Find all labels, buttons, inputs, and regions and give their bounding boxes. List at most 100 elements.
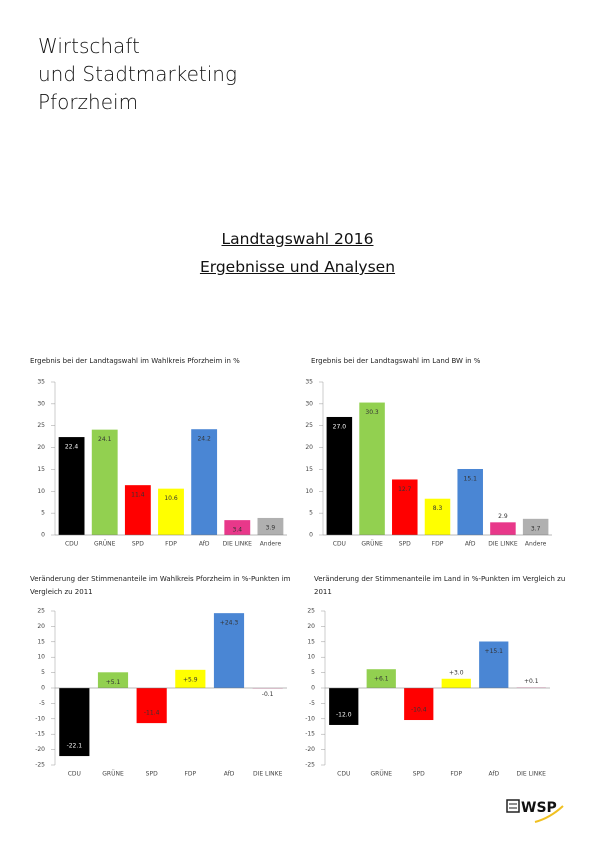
- y-tick-label: -5: [39, 700, 45, 707]
- y-tick-label: 15: [307, 638, 315, 645]
- bar: [91, 429, 118, 535]
- y-tick-label: 25: [307, 608, 315, 615]
- y-tick-label: 15: [37, 638, 45, 645]
- x-tick-label: Andere: [260, 541, 282, 548]
- value-label: -0.1: [262, 691, 274, 698]
- x-tick-label: AfD: [465, 541, 476, 548]
- header-line: Pforzheim: [38, 90, 139, 114]
- bar: [136, 688, 167, 724]
- value-label: +5.9: [183, 676, 198, 683]
- y-tick-label: 25: [37, 422, 45, 429]
- y-tick-label: 10: [305, 488, 313, 495]
- bar: [490, 522, 516, 535]
- y-tick-label: 30: [37, 400, 45, 407]
- value-label: 2.9: [498, 513, 508, 520]
- chart-title: Veränderung der Stimmenanteile im Land i…: [314, 575, 566, 596]
- bar: [441, 678, 471, 688]
- value-label: 12.7: [398, 486, 412, 493]
- y-tick-label: 15: [37, 466, 45, 473]
- value-label: 24.2: [197, 436, 211, 443]
- bar: [224, 520, 251, 535]
- y-tick-label: -10: [305, 715, 315, 722]
- value-label: +0.1: [524, 678, 539, 685]
- y-tick-label: 5: [309, 510, 313, 517]
- x-tick-label: GRÜNE: [102, 771, 124, 778]
- y-tick-label: -5: [309, 700, 315, 707]
- x-tick-label: GRÜNE: [361, 541, 383, 548]
- bar: [329, 688, 359, 725]
- x-tick-label: FDP: [450, 771, 462, 778]
- logo: WSP: [506, 799, 564, 823]
- chart: -25 -20 -15 -10 -5 0 5 10 15 20 25 CDU -12.0 GRÜNE +6.…: [305, 608, 550, 778]
- y-tick-label: -15: [35, 731, 45, 738]
- y-tick-label: 20: [305, 444, 313, 451]
- value-label: 3.7: [531, 525, 541, 532]
- y-tick-label: 15: [305, 466, 313, 473]
- bar: [404, 688, 434, 721]
- value-label: 22.4: [65, 444, 79, 451]
- value-label: 24.1: [98, 436, 112, 443]
- bar: [479, 641, 509, 688]
- y-tick-label: 20: [37, 623, 45, 630]
- value-label: +3.0: [449, 669, 464, 676]
- y-tick-label: -20: [35, 746, 45, 753]
- value-label: -12.0: [336, 711, 352, 718]
- bar: [326, 416, 353, 535]
- bar: [58, 437, 85, 535]
- bar: [359, 402, 385, 535]
- value-label: +24.3: [220, 620, 239, 627]
- x-tick-label: SPD: [399, 541, 411, 548]
- bar: [257, 517, 284, 535]
- y-tick-label: 30: [305, 400, 313, 407]
- bar: [457, 468, 483, 535]
- chart: 0 5 10 15 20 25 30 35 CDU 27.0 GRÜNE 30.3 SPD 12.7 FDP…: [305, 379, 552, 548]
- x-tick-label: DIE LINKE: [488, 541, 518, 548]
- bar: [124, 485, 151, 535]
- y-tick-label: 0: [309, 532, 313, 539]
- y-tick-label: 25: [305, 422, 313, 429]
- x-tick-label: GRÜNE: [94, 541, 116, 548]
- y-tick-label: 5: [41, 510, 45, 517]
- y-tick-label: -25: [305, 762, 315, 769]
- bar: [366, 669, 396, 688]
- bar: [59, 688, 90, 757]
- y-tick-label: 20: [37, 444, 45, 451]
- value-label: -22.1: [67, 743, 83, 750]
- x-tick-label: SPD: [132, 541, 144, 548]
- y-tick-label: 0: [41, 685, 45, 692]
- x-tick-label: FDP: [165, 541, 177, 548]
- x-tick-label: AfD: [224, 771, 235, 778]
- value-label: 8.3: [433, 505, 443, 512]
- y-tick-label: 0: [311, 685, 315, 692]
- chart: -25 -20 -15 -10 -5 0 5 10 15 20 25 CDU -22.1 GRÜNE +5.…: [35, 608, 287, 778]
- value-label: 15.1: [464, 475, 478, 482]
- value-label: +5.1: [106, 679, 121, 686]
- value-label: -11.4: [144, 710, 160, 717]
- y-tick-label: 5: [311, 669, 315, 676]
- value-label: 27.0: [333, 423, 347, 430]
- y-tick-label: 35: [305, 379, 313, 386]
- value-label: 30.3: [365, 409, 379, 416]
- x-tick-label: GRÜNE: [371, 771, 393, 778]
- bar: [158, 488, 184, 535]
- y-tick-label: 10: [37, 488, 45, 495]
- value-label: +6.1: [374, 676, 389, 683]
- x-tick-label: AfD: [488, 771, 499, 778]
- value-label: -10.4: [411, 707, 427, 714]
- bar: [191, 429, 218, 535]
- x-tick-label: SPD: [146, 771, 158, 778]
- value-label: +15.1: [485, 648, 504, 655]
- bar: [97, 672, 129, 688]
- y-tick-label: -25: [35, 762, 45, 769]
- value-label: 3.9: [266, 524, 276, 531]
- x-tick-label: CDU: [68, 771, 81, 778]
- bar: [522, 518, 549, 535]
- bar: [424, 498, 451, 535]
- x-tick-label: CDU: [333, 541, 346, 548]
- y-tick-label: 5: [41, 669, 45, 676]
- x-tick-label: SPD: [413, 771, 425, 778]
- y-tick-label: 35: [37, 379, 45, 386]
- logo-text: WSP: [521, 800, 557, 816]
- x-tick-label: DIE LINKE: [223, 541, 253, 548]
